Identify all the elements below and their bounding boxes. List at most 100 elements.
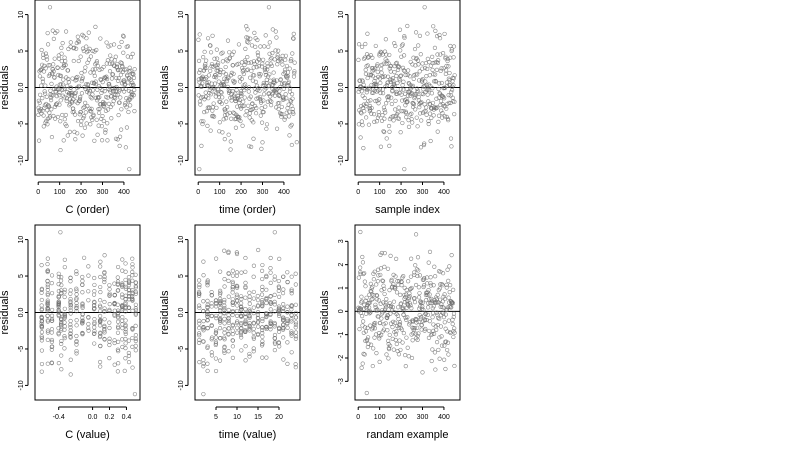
data-point [210, 33, 215, 38]
data-point [128, 103, 133, 108]
data-point [381, 61, 386, 66]
data-point [384, 297, 389, 302]
data-point [268, 321, 273, 326]
data-point [451, 55, 456, 60]
data-point [235, 104, 240, 109]
data-point [243, 329, 248, 334]
data-point [254, 65, 259, 70]
data-point [387, 129, 392, 134]
data-point [120, 295, 125, 300]
data-point [100, 114, 105, 119]
data-point [54, 93, 59, 99]
data-point [280, 111, 285, 117]
data-point [397, 27, 403, 32]
data-point [394, 73, 399, 79]
data-point [274, 126, 280, 131]
data-point [247, 321, 252, 326]
data-point [58, 73, 64, 78]
data-point [213, 341, 218, 346]
data-point [374, 83, 379, 88]
data-point [434, 310, 439, 315]
data-point [98, 259, 103, 264]
data-point [107, 356, 112, 361]
data-point [123, 67, 129, 72]
data-point [367, 86, 372, 92]
data-point [421, 92, 426, 97]
data-point [209, 313, 214, 318]
data-point [281, 287, 286, 292]
data-point [449, 144, 454, 149]
data-point [107, 320, 112, 325]
data-point [59, 338, 64, 344]
data-point [251, 321, 256, 326]
data-point [449, 89, 454, 95]
data-point [49, 291, 55, 296]
data-point [416, 94, 421, 100]
data-point [239, 307, 244, 312]
data-point [260, 303, 265, 308]
data-point [123, 318, 128, 323]
data-point [277, 311, 282, 316]
data-point [431, 72, 436, 77]
y-tick-label: 0.0 [338, 83, 345, 93]
data-point [399, 43, 405, 48]
data-point [112, 95, 117, 100]
data-point [95, 132, 100, 137]
data-point [45, 319, 50, 324]
data-point [230, 338, 235, 343]
x-axis-label: C (value) [65, 429, 110, 441]
data-point [60, 82, 66, 87]
data-point [92, 325, 97, 330]
y-tick-label: 10 [18, 11, 25, 19]
data-point [206, 84, 211, 89]
data-point [66, 80, 71, 85]
data-point [417, 105, 422, 110]
data-point [251, 65, 256, 70]
data-point [43, 83, 48, 88]
data-point [282, 67, 288, 72]
data-point [215, 86, 220, 92]
data-point [80, 302, 85, 307]
data-point [415, 88, 420, 93]
data-point [252, 61, 257, 66]
data-point [54, 101, 60, 106]
data-point [418, 145, 424, 150]
data-point [420, 300, 425, 305]
data-point [277, 110, 283, 116]
data-point [293, 330, 299, 335]
data-point [383, 300, 388, 306]
data-point [94, 117, 99, 122]
data-point [370, 325, 376, 330]
data-point [428, 63, 433, 68]
data-point [197, 32, 202, 37]
data-point [246, 103, 251, 108]
data-point [425, 292, 430, 298]
data-point [270, 51, 275, 56]
data-point [197, 291, 202, 296]
data-point [59, 353, 64, 358]
data-point [394, 256, 399, 261]
data-point [133, 306, 138, 311]
data-point [78, 54, 83, 59]
data-point [226, 271, 231, 276]
data-point [436, 347, 441, 353]
data-point [411, 76, 416, 82]
data-point [130, 298, 135, 303]
data-point [116, 324, 121, 329]
data-point [214, 301, 219, 306]
data-point [280, 291, 286, 296]
data-point [390, 305, 396, 310]
data-point [264, 273, 269, 278]
data-point [418, 316, 423, 321]
data-point [447, 264, 452, 269]
data-point [276, 304, 282, 309]
data-point [447, 70, 452, 76]
data-point [365, 31, 370, 36]
data-point [247, 96, 252, 101]
data-point [260, 297, 265, 303]
data-point [378, 49, 383, 54]
data-point [267, 72, 272, 77]
data-point [245, 27, 250, 32]
data-point [58, 230, 63, 235]
